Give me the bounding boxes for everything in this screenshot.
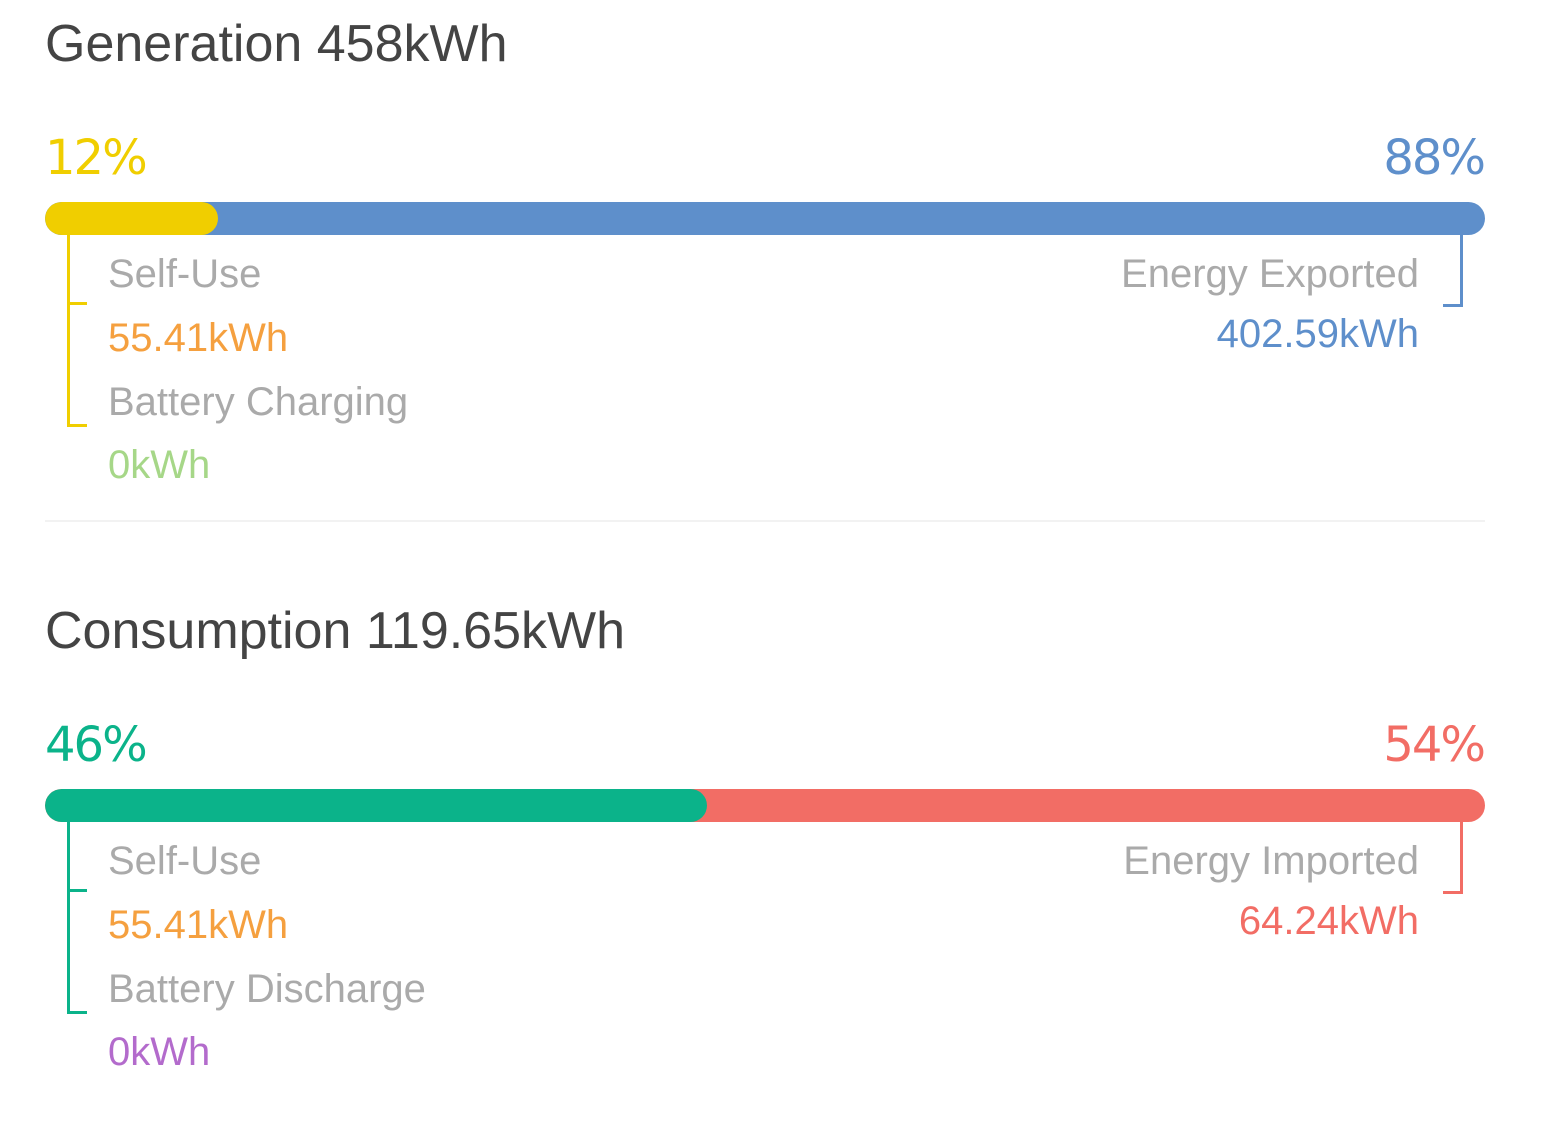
generation-title: Generation 458kWh <box>45 15 508 73</box>
battery-label: Battery Charging <box>108 380 409 424</box>
self-use-label: Self-Use <box>108 839 262 883</box>
grid-value: 64.24kWh <box>1238 899 1419 943</box>
right-percent: 54% <box>1383 717 1486 773</box>
self-use-value: 55.41kWh <box>108 316 289 360</box>
self-use-label: Self-Use <box>108 252 262 296</box>
consumption-title: Consumption 119.65kWh <box>45 602 626 660</box>
consumption-ratio-bar <box>45 789 1485 822</box>
grid-label: Energy Exported <box>1121 252 1419 296</box>
battery-value: 0kWh <box>108 1030 211 1074</box>
battery-value: 0kWh <box>108 443 211 487</box>
right-bracket-tick <box>1443 891 1463 894</box>
left-percent: 46% <box>45 717 148 773</box>
consumption-section: Consumption 119.65kWh 46% 54% Self-Use 5… <box>0 587 1544 1107</box>
left-bracket-tick <box>67 424 87 427</box>
right-bracket-tick <box>1443 304 1463 307</box>
left-fill <box>45 789 708 822</box>
left-percent: 12% <box>45 130 148 186</box>
right-bracket <box>1460 822 1463 894</box>
left-bracket-tick <box>67 1011 87 1014</box>
battery-label: Battery Discharge <box>108 967 426 1011</box>
left-bracket-tick <box>67 302 87 305</box>
left-fill <box>45 202 218 235</box>
left-bracket <box>67 235 70 427</box>
self-use-value: 55.41kWh <box>108 903 289 947</box>
left-bracket-tick <box>67 889 87 892</box>
generation-section: Generation 458kWh 12% 88% Self-Use 55.41… <box>0 0 1544 520</box>
right-bracket <box>1460 235 1463 307</box>
grid-value: 402.59kWh <box>1216 312 1419 356</box>
right-percent: 88% <box>1383 130 1486 186</box>
left-bracket <box>67 822 70 1014</box>
divider <box>45 520 1485 522</box>
generation-ratio-bar <box>45 202 1485 235</box>
grid-label: Energy Imported <box>1123 839 1419 883</box>
